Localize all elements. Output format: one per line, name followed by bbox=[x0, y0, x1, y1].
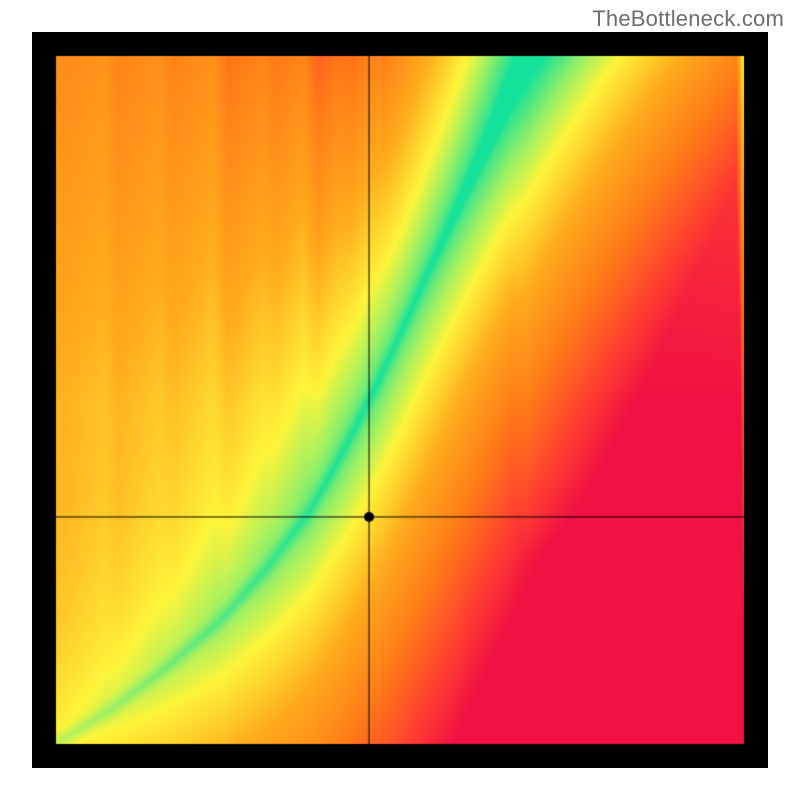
chart-container: TheBottleneck.com bbox=[0, 0, 800, 800]
heatmap-canvas bbox=[32, 32, 768, 768]
chart-frame bbox=[32, 32, 768, 768]
watermark-text: TheBottleneck.com bbox=[592, 6, 784, 32]
